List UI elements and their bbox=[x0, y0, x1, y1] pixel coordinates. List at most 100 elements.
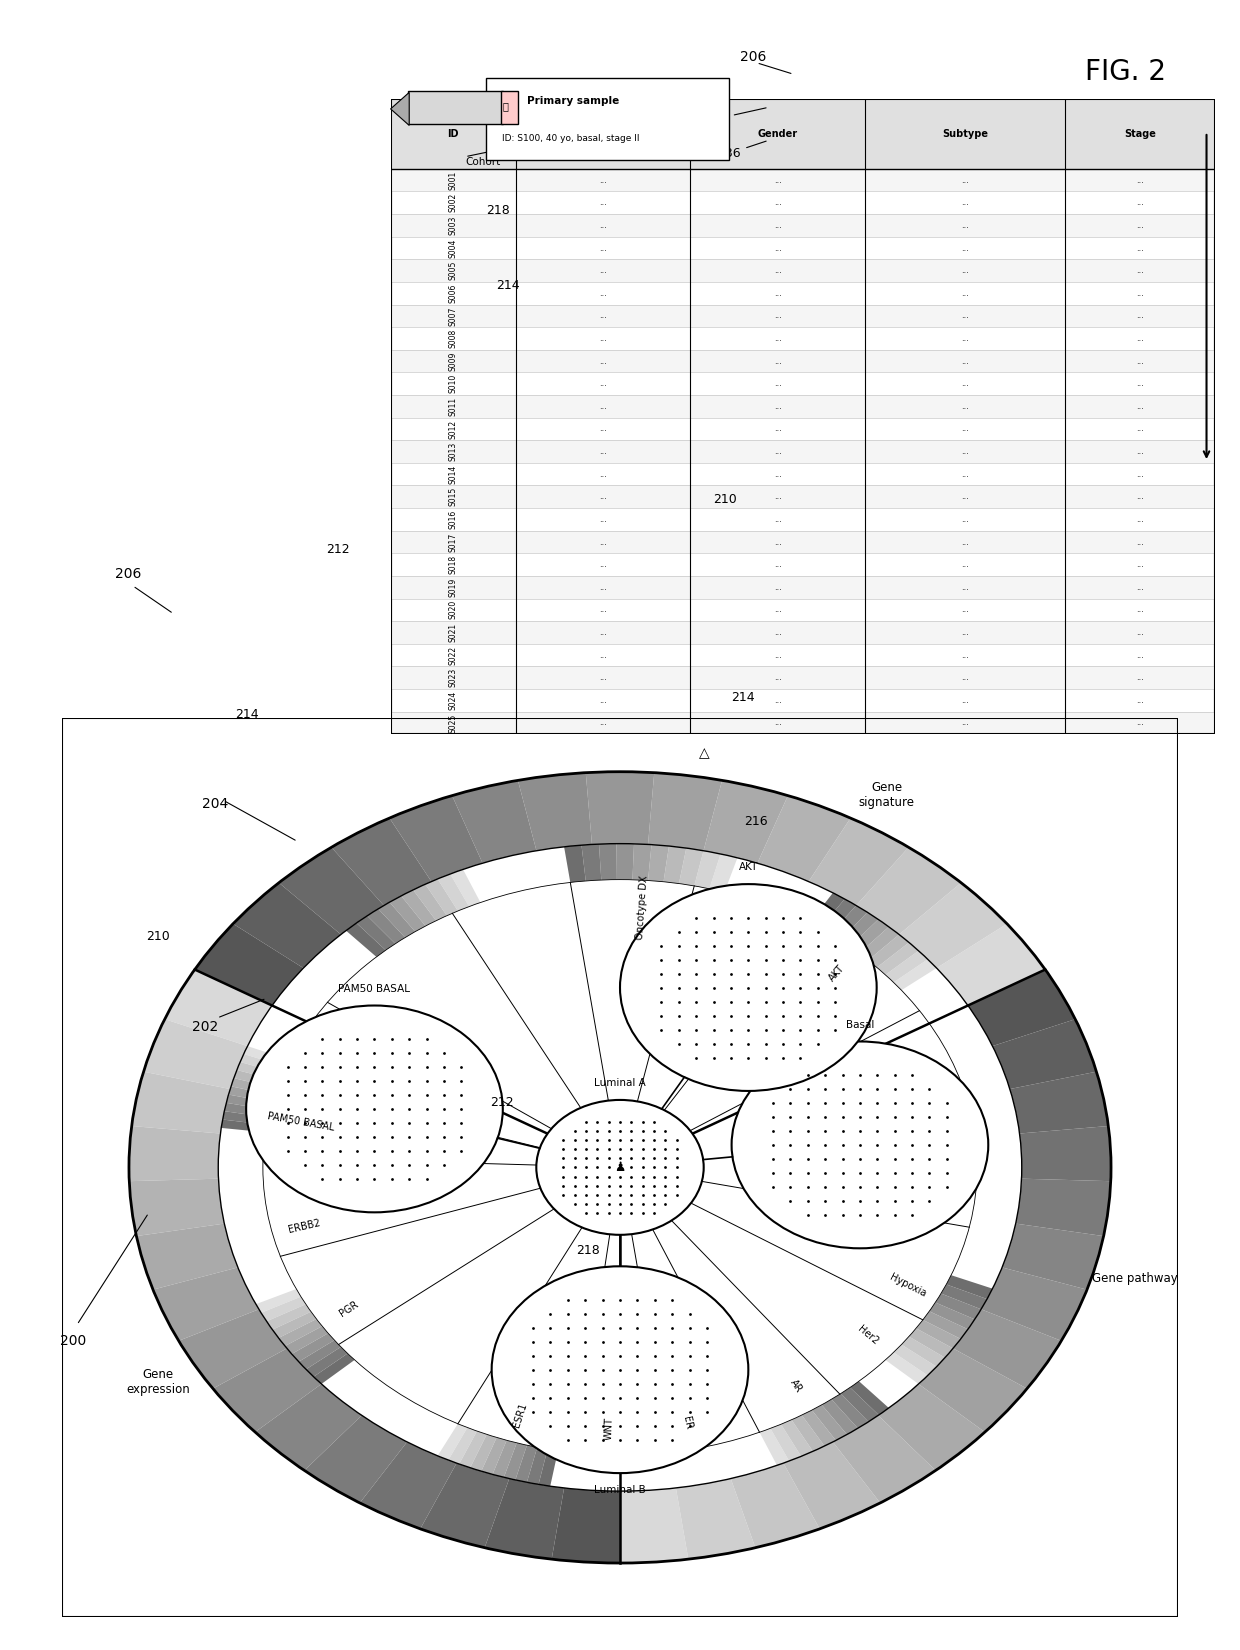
Point bbox=[575, 1384, 595, 1411]
Point bbox=[593, 1328, 613, 1355]
Point bbox=[920, 1173, 940, 1200]
Wedge shape bbox=[244, 1046, 289, 1066]
Point bbox=[720, 947, 740, 973]
Text: ...: ... bbox=[599, 470, 606, 478]
Text: ...: ... bbox=[774, 403, 782, 411]
Text: 210: 210 bbox=[146, 931, 170, 944]
Text: ...: ... bbox=[774, 380, 782, 388]
Point bbox=[644, 1181, 663, 1208]
Point bbox=[868, 1188, 888, 1214]
Point bbox=[593, 1356, 613, 1383]
Text: Stage: Stage bbox=[1125, 129, 1156, 139]
Point bbox=[523, 1343, 543, 1370]
Text: ...: ... bbox=[774, 673, 782, 681]
Point bbox=[703, 904, 723, 931]
Wedge shape bbox=[856, 846, 961, 934]
Point bbox=[382, 1152, 402, 1178]
Point bbox=[645, 1384, 665, 1411]
Text: Subtype: Subtype bbox=[942, 129, 988, 139]
Text: ...: ... bbox=[599, 582, 606, 592]
Text: ...: ... bbox=[774, 606, 782, 614]
Point bbox=[523, 1384, 543, 1411]
Point bbox=[278, 1124, 298, 1150]
Text: 210: 210 bbox=[713, 493, 737, 507]
Point bbox=[774, 1030, 794, 1056]
Point bbox=[644, 1117, 663, 1143]
Point bbox=[610, 1384, 630, 1411]
Point bbox=[868, 1076, 888, 1102]
Wedge shape bbox=[438, 1424, 467, 1460]
Text: ...: ... bbox=[774, 447, 782, 455]
Point bbox=[541, 1328, 560, 1355]
Point bbox=[686, 1044, 706, 1071]
Text: AKT: AKT bbox=[827, 964, 847, 983]
Point bbox=[417, 1138, 436, 1165]
Point bbox=[815, 1201, 835, 1228]
Wedge shape bbox=[470, 1434, 497, 1472]
Wedge shape bbox=[968, 970, 1075, 1046]
Point bbox=[382, 1068, 402, 1094]
Wedge shape bbox=[877, 942, 919, 975]
Wedge shape bbox=[923, 1312, 968, 1338]
Point bbox=[645, 1343, 665, 1370]
Point bbox=[903, 1061, 923, 1087]
Text: ...: ... bbox=[599, 538, 606, 546]
Text: ...: ... bbox=[774, 356, 782, 366]
Point bbox=[697, 1371, 717, 1398]
Wedge shape bbox=[485, 1478, 564, 1559]
Point bbox=[774, 919, 794, 945]
Text: ...: ... bbox=[599, 244, 606, 252]
Point bbox=[868, 1132, 888, 1158]
Point bbox=[558, 1300, 578, 1327]
Point bbox=[937, 1089, 957, 1115]
Point bbox=[523, 1328, 543, 1355]
Point bbox=[774, 960, 794, 987]
Point bbox=[686, 904, 706, 931]
Point bbox=[330, 1096, 350, 1122]
Point bbox=[686, 1016, 706, 1043]
Text: S014: S014 bbox=[449, 465, 458, 483]
Point bbox=[599, 1145, 619, 1172]
Point bbox=[808, 1002, 828, 1028]
Wedge shape bbox=[830, 906, 867, 940]
FancyBboxPatch shape bbox=[391, 99, 1215, 168]
Wedge shape bbox=[564, 845, 585, 883]
Point bbox=[903, 1173, 923, 1200]
Point bbox=[577, 1145, 596, 1172]
Text: ...: ... bbox=[1136, 447, 1145, 455]
Point bbox=[599, 1200, 619, 1226]
Wedge shape bbox=[413, 884, 446, 921]
Text: AR: AR bbox=[789, 1378, 804, 1394]
Text: ...: ... bbox=[774, 470, 782, 478]
Point bbox=[774, 932, 794, 959]
Point bbox=[797, 1188, 817, 1214]
Wedge shape bbox=[262, 1297, 306, 1322]
Wedge shape bbox=[306, 1346, 347, 1376]
FancyBboxPatch shape bbox=[501, 91, 518, 124]
Point bbox=[826, 1016, 846, 1043]
Point bbox=[553, 1173, 573, 1200]
Wedge shape bbox=[527, 1447, 548, 1485]
Text: S020: S020 bbox=[449, 601, 458, 619]
Point bbox=[763, 1132, 782, 1158]
Point bbox=[739, 960, 759, 987]
Point bbox=[644, 1200, 663, 1226]
Text: ♟: ♟ bbox=[614, 1162, 626, 1173]
Wedge shape bbox=[885, 950, 928, 982]
Text: ...: ... bbox=[774, 424, 782, 434]
Point bbox=[558, 1287, 578, 1313]
Point bbox=[610, 1427, 630, 1454]
Text: ...: ... bbox=[774, 515, 782, 525]
Point bbox=[599, 1135, 619, 1162]
Point bbox=[347, 1068, 367, 1094]
Point bbox=[627, 1343, 647, 1370]
Point bbox=[815, 1145, 835, 1172]
Point bbox=[680, 1315, 699, 1341]
Point bbox=[885, 1145, 905, 1172]
Text: S021: S021 bbox=[449, 624, 458, 642]
Wedge shape bbox=[680, 848, 703, 886]
Point bbox=[588, 1127, 608, 1153]
Text: ...: ... bbox=[961, 289, 970, 297]
Point bbox=[832, 1076, 852, 1102]
Point bbox=[668, 932, 688, 959]
